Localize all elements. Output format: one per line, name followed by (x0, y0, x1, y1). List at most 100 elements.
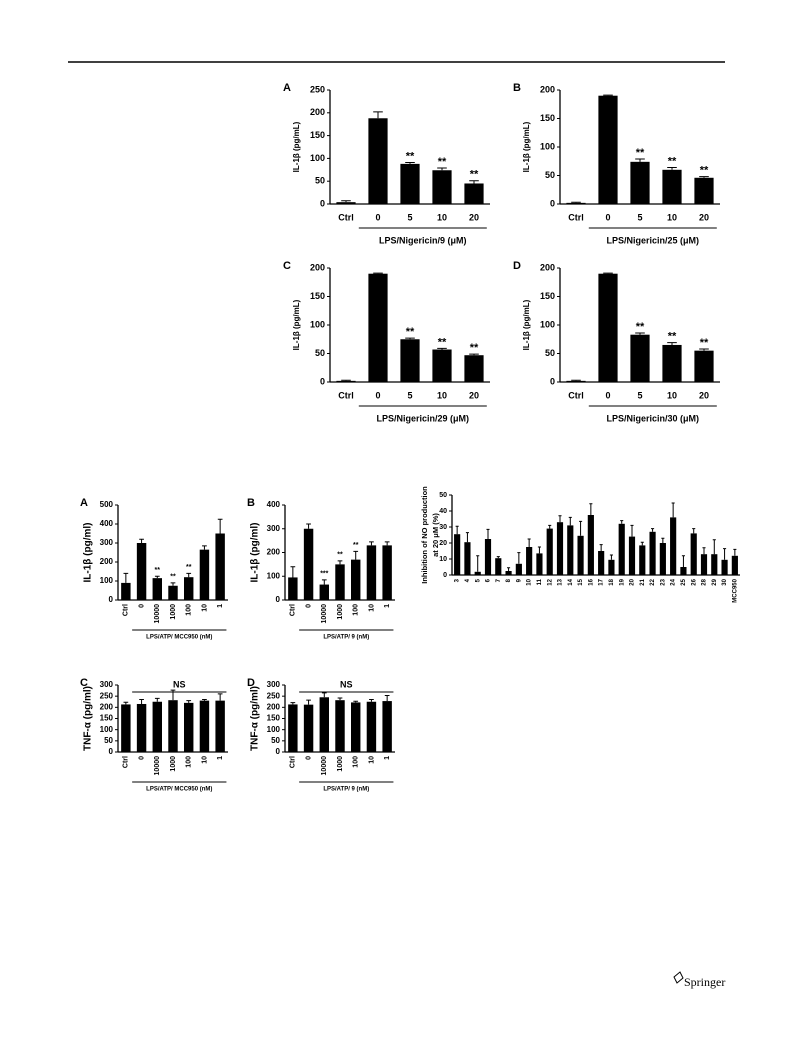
bar (577, 535, 584, 575)
y-tick-label: 30 (439, 524, 447, 531)
bar (199, 549, 210, 600)
x-tick-label: 1000 (170, 604, 177, 620)
error-bar (667, 342, 677, 345)
bar (432, 170, 452, 204)
x-tick-label: 5 (407, 212, 412, 222)
bar (382, 701, 392, 752)
significance-mark: ** (668, 331, 677, 343)
y-tick-label: 100 (310, 153, 325, 163)
y-tick-label: 100 (100, 576, 114, 585)
error-bar (337, 697, 343, 701)
x-tick-label: 5 (407, 390, 412, 400)
x-tick-label: 23 (660, 578, 666, 585)
x-axis-label: LPS/Nigericin/9 (μM) (379, 235, 467, 245)
error-bar (353, 700, 359, 703)
x-tick-label: 1000 (170, 756, 177, 772)
y-axis-label: IL-1β (pg/mL) (522, 299, 531, 350)
y-axis-label: TNF-α (pg/ml) (250, 686, 261, 751)
x-tick-label: Ctrl (290, 756, 297, 768)
y-tick-label: 150 (267, 714, 281, 723)
panel-label: A (80, 497, 88, 509)
bar (335, 700, 345, 752)
y-tick-label: 200 (100, 557, 114, 566)
y-tick-label: 200 (310, 262, 325, 272)
error-bar (671, 502, 675, 518)
x-tick-label: 28 (702, 578, 708, 585)
bar (400, 339, 420, 382)
x-tick-label: MCC950 (732, 578, 738, 602)
error-bar (341, 200, 351, 203)
x-tick-label: 26 (691, 578, 697, 585)
x-tick-label: 20 (469, 212, 479, 222)
error-bar (635, 158, 645, 162)
bar (288, 577, 298, 600)
y-tick-label: 150 (540, 291, 555, 301)
chart: 0 10 20 30 40 50 Inhibition of NO production at… (420, 486, 740, 603)
x-tick-label: 0 (375, 390, 380, 400)
error-bar (469, 353, 479, 356)
error-bar (667, 167, 677, 170)
y-tick-label: 200 (310, 107, 325, 117)
y-tick-label: 150 (100, 714, 114, 723)
bar (639, 545, 646, 575)
bar (546, 528, 553, 575)
significance-mark: ** (700, 165, 709, 177)
error-bar (476, 555, 480, 572)
x-tick-label: 12 (547, 578, 553, 585)
bar (382, 545, 392, 600)
x-tick-label: 10 (437, 212, 447, 222)
y-tick-label: 50 (271, 736, 280, 745)
x-tick-label: 1000 (337, 756, 344, 772)
significance-mark: ** (636, 147, 645, 159)
chart: 0 50 100 150 200 C IL-1β (pg/mL) Ctrl 0 ** 5 ** 10 **… (283, 260, 490, 423)
bar (351, 559, 361, 600)
error-bar (599, 544, 603, 551)
x-tick-label: 100 (353, 756, 360, 768)
bar (628, 536, 636, 575)
x-tick-label: 13 (558, 578, 564, 585)
bar (366, 701, 377, 752)
y-tick-label: 10 (439, 556, 447, 563)
x-tick-label: 20 (469, 390, 479, 400)
significance-mark: ** (470, 169, 479, 181)
y-tick-label: 100 (540, 319, 555, 329)
y-tick-label: 50 (315, 176, 325, 186)
x-tick-label: 100 (186, 604, 193, 616)
x-tick-label: 10 (667, 212, 677, 222)
x-tick-label: 17 (599, 578, 605, 585)
y-tick-label: 300 (267, 680, 281, 689)
group-label: NS (340, 679, 353, 689)
x-tick-label: 24 (671, 578, 677, 585)
panel-label: D (513, 260, 521, 272)
error-bar (733, 548, 737, 556)
publisher: Springer (684, 975, 725, 989)
bar (464, 183, 484, 204)
x-tick-label: Ctrl (290, 604, 297, 616)
y-tick-label: 100 (310, 319, 325, 329)
error-bar (154, 697, 160, 702)
bar (495, 558, 502, 575)
error-bar (603, 272, 613, 274)
bar (526, 547, 533, 575)
x-tick-label: 16 (588, 578, 594, 585)
error-bar (306, 523, 311, 529)
y-tick-label: 200 (267, 548, 281, 557)
bar (400, 163, 420, 204)
x-tick-label: 19 (619, 578, 625, 585)
error-bar (373, 272, 383, 274)
bar (288, 704, 298, 752)
y-tick-label: 300 (100, 538, 114, 547)
significance-mark: ** (700, 337, 709, 349)
bar (336, 202, 356, 204)
error-bar (702, 547, 706, 555)
error-bar (455, 525, 459, 535)
error-bar (465, 532, 469, 543)
error-bar (527, 538, 531, 547)
error-bar (384, 694, 390, 702)
bar (700, 554, 708, 575)
y-tick-label: 250 (100, 691, 114, 700)
error-bar (290, 566, 296, 578)
error-bar (139, 538, 144, 543)
